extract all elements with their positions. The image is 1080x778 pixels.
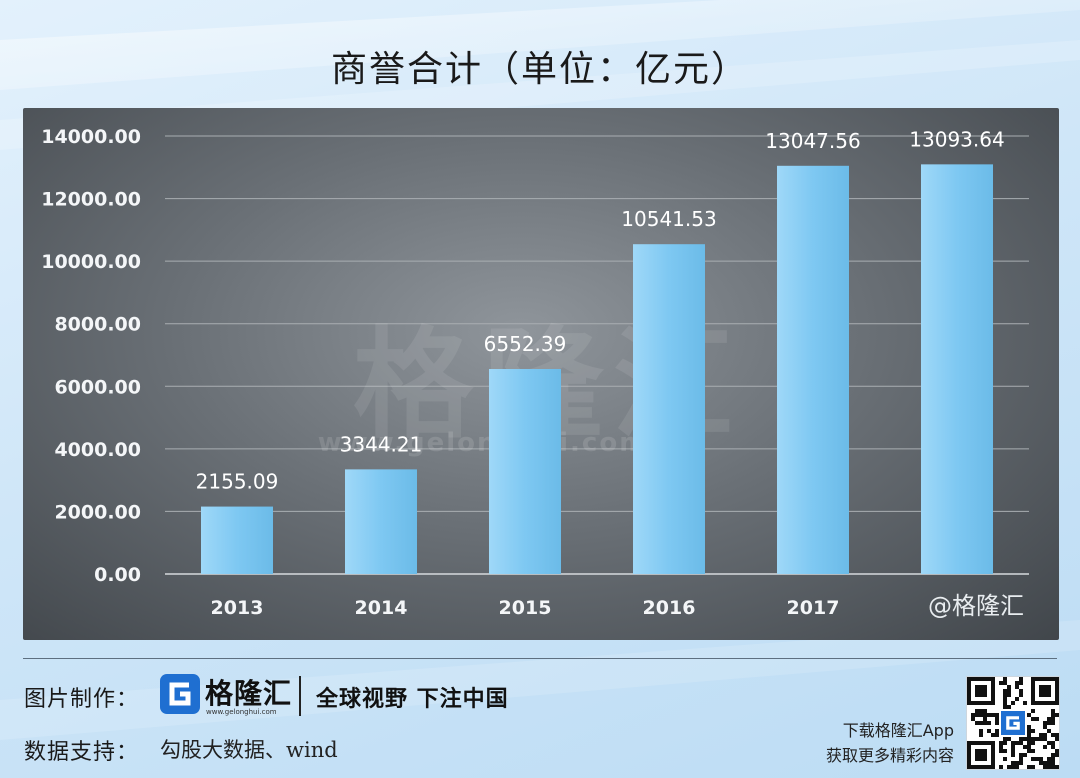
bar (489, 369, 561, 574)
data-source-label: 数据支持： (24, 740, 140, 765)
made-by-label: 图片制作： (24, 687, 140, 712)
slogan: 全球视野 下注中国 (316, 687, 509, 712)
y-tick-label: 2000.00 (54, 501, 141, 523)
logo-url: www.gelonghui.com (206, 708, 277, 716)
chart-title: 商誉合计（单位：亿元） (330, 49, 749, 90)
data-label: 6552.39 (484, 332, 567, 356)
data-label: 2155.09 (196, 470, 279, 494)
data-labels: 2155.09 3344.21 6552.39 10541.53 13047.56 130… (196, 127, 1005, 493)
x-tick-label: 2014 (355, 597, 408, 619)
x-axis-ticks: 2013 2014 2015 2016 2017 (211, 597, 840, 619)
chart-panel: 格隆汇 www.gelonghui.com 2155.093344.216552… (23, 108, 1059, 640)
footer-divider (23, 658, 1057, 659)
x-tick-label: 2013 (211, 597, 264, 619)
bar (201, 506, 273, 574)
data-label: 3344.21 (340, 432, 423, 456)
watermark-url: www.gelonghui.com (318, 428, 649, 458)
y-tick-label: 4000.00 (54, 439, 141, 461)
gelonghui-g-logo-icon (160, 674, 200, 714)
app-download-line: 下载格隆汇App (842, 721, 954, 740)
corner-watermark: @格隆汇 (928, 592, 1024, 620)
data-label: 10541.53 (621, 207, 716, 231)
y-tick-label: 10000.00 (41, 251, 141, 273)
bar (921, 164, 993, 574)
y-tick-label: 6000.00 (54, 376, 141, 398)
y-tick-label: 8000.00 (54, 314, 141, 336)
qr-code-icon (966, 676, 1060, 770)
bar (633, 244, 705, 575)
x-tick-label: 2016 (643, 597, 696, 619)
bar-chart: 格隆汇 www.gelonghui.com 2155.093344.216552… (41, 126, 1029, 620)
y-tick-label: 12000.00 (41, 189, 141, 211)
x-tick-label: 2015 (499, 597, 552, 619)
bar (345, 469, 417, 574)
data-label: 13093.64 (909, 127, 1004, 151)
bars (201, 164, 993, 575)
data-source-value: 勾股大数据、wind (160, 738, 338, 762)
y-tick-label: 0.00 (94, 564, 141, 586)
y-axis-ticks: 0.00 2000.00 4000.00 6000.00 8000.00 10000.00… (41, 126, 141, 586)
x-tick-label: 2017 (787, 597, 840, 619)
app-more-content-line: 获取更多精彩内容 (825, 746, 954, 765)
footer-separator (299, 676, 301, 716)
logo-text: 格隆汇 (205, 677, 293, 710)
bar (777, 165, 849, 574)
grid-lines (165, 135, 1029, 575)
data-label: 13047.56 (765, 129, 860, 153)
qr-code-pattern (967, 677, 1059, 769)
y-tick-label: 14000.00 (41, 126, 141, 148)
